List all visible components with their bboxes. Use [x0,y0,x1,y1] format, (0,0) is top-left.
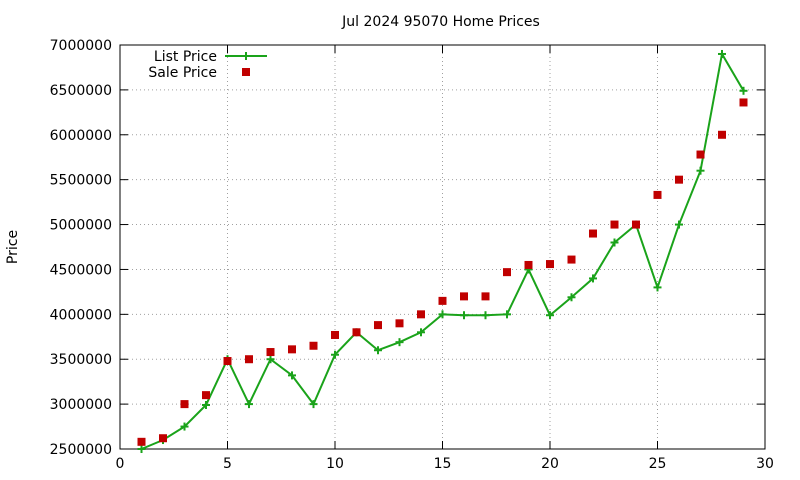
data-point [653,283,662,292]
data-point [395,338,404,347]
legend-label: List Price [154,49,217,65]
data-point [395,319,404,328]
data-point [739,86,748,95]
data-point [460,311,468,320]
y-tick-label: 3000000 [50,397,112,413]
data-point [739,98,748,107]
y-tick-label: 4500000 [50,262,112,278]
data-point [309,341,318,350]
axis-ticks: 2500000 3000000 3500000 4000000 4500000 50000… [50,38,774,472]
data-point [202,401,210,410]
data-point [137,437,146,446]
legend-label: Sale Price [148,65,217,81]
data-point [675,220,683,229]
data-point [288,345,296,354]
x-tick-label: 0 [116,456,125,472]
data-point [223,357,232,366]
data-point [589,274,597,283]
data-point [481,292,490,301]
x-tick-label: 30 [756,456,774,472]
data-point [309,400,318,409]
y-tick-label: 2500000 [50,442,112,458]
data-point [374,321,382,330]
x-tick-label: 5 [223,456,232,472]
data-point [352,328,361,337]
series-layer [137,49,748,453]
y-axis-label: Price [5,230,21,264]
y-tick-label: 5500000 [50,173,112,189]
data-point [202,391,210,400]
data-point [460,292,468,301]
data-point [159,434,167,443]
data-point [696,150,705,159]
data-point [524,260,533,269]
data-point [374,346,382,355]
data-point [610,238,619,247]
series-list-price [137,49,748,453]
data-point [438,310,447,319]
y-tick-label: 3500000 [50,352,112,368]
data-point [503,310,511,319]
series-sale-price [137,98,748,446]
data-point [567,293,576,302]
data-point [481,311,490,320]
data-point [567,255,576,264]
data-point [438,296,447,305]
y-tick-label: 6000000 [50,128,112,144]
x-tick-label: 15 [434,456,452,472]
data-point [331,350,339,359]
data-point [589,229,597,238]
data-point [653,190,662,199]
legend-swatch-marker [242,52,250,60]
data-point [610,220,619,229]
x-tick-label: 25 [649,456,667,472]
data-point [245,400,253,409]
y-tick-label: 7000000 [50,38,112,54]
data-point [546,260,554,269]
data-point [137,445,146,453]
x-tick-label: 10 [326,456,344,472]
data-point [718,49,726,58]
chart-title: Jul 2024 95070 Home Prices [341,14,540,30]
legend-swatch-marker [242,68,250,76]
y-tick-label: 5000000 [50,218,112,234]
data-point [546,311,554,320]
data-point [180,400,189,409]
grid-lines [120,45,765,449]
data-point [718,130,726,139]
data-point [632,220,640,229]
data-point [180,422,189,431]
data-point [266,348,275,357]
data-point [331,330,339,339]
data-point [675,175,683,184]
data-point [417,328,425,337]
data-point [696,166,705,175]
y-tick-label: 6500000 [50,83,112,99]
data-point [288,371,296,380]
data-point [245,355,253,364]
x-tick-label: 20 [541,456,559,472]
data-point [503,268,511,277]
data-point [266,355,275,364]
data-point [417,310,425,319]
y-tick-label: 4000000 [50,307,112,323]
